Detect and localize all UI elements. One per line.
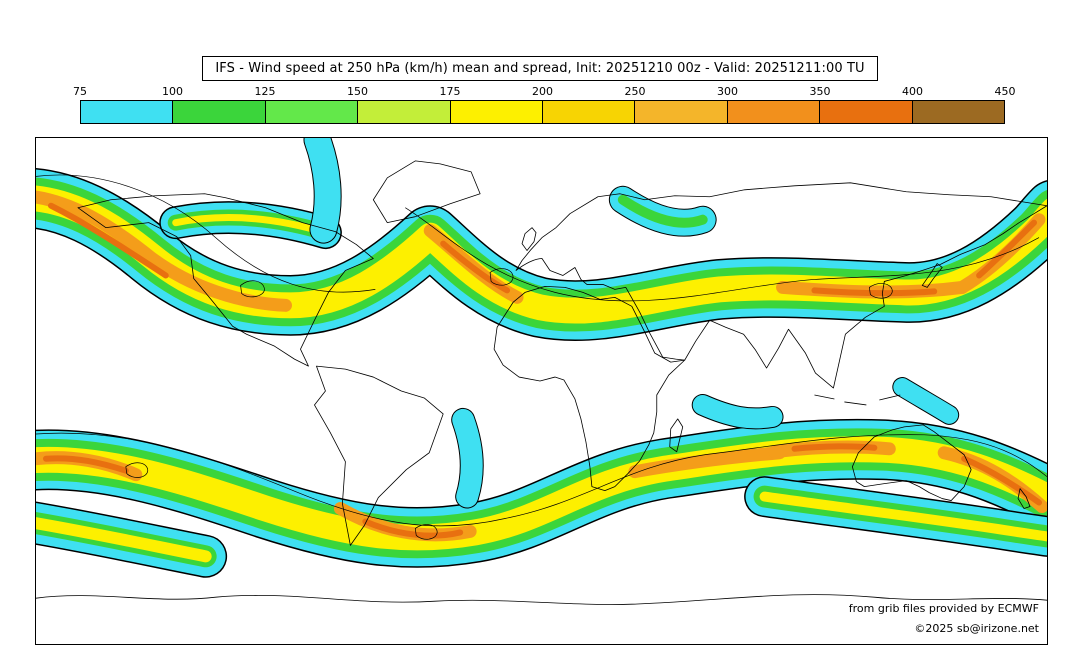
colorbar-tick-label: 100 <box>162 85 183 98</box>
colorbar-ticks: 75 100 125 150 175 200 250 300 350 400 450 <box>73 85 1016 98</box>
colorbar-tick-label: 300 <box>717 85 738 98</box>
attribution-source: from grib files provided by ECMWF <box>848 602 1039 616</box>
colorbar-tick-label: 400 <box>902 85 923 98</box>
colorbar-tick-label: 175 <box>439 85 461 98</box>
colorbar-segment <box>634 101 727 123</box>
colorbar-segment <box>911 101 1005 123</box>
world-map-svg <box>36 138 1047 605</box>
chart-title: IFS - Wind speed at 250 hPa (km/h) mean … <box>202 56 878 81</box>
spread-contours <box>36 174 1047 540</box>
colorbar-segments <box>80 100 1005 124</box>
colorbar-tick-label: 450 <box>994 85 1016 98</box>
colorbar-tick-label: 75 <box>73 85 87 98</box>
attribution: from grib files provided by ECMWF ©2025 … <box>849 599 1039 639</box>
colorbar-segment <box>264 101 358 123</box>
colorbar-tick-label: 200 <box>532 85 553 98</box>
colorbar-segment <box>819 101 912 123</box>
map-frame: from grib files provided by ECMWF ©2025 … <box>35 137 1048 645</box>
colorbar-segment <box>81 101 173 123</box>
colorbar-segment <box>726 101 820 123</box>
colorbar-segment <box>542 101 635 123</box>
title-wrap: IFS - Wind speed at 250 hPa (km/h) mean … <box>0 56 1080 81</box>
colorbar-tick-label: 125 <box>254 85 276 98</box>
wind-speed-bands <box>36 140 1047 556</box>
colorbar-tick-label: 350 <box>809 85 831 98</box>
colorbar-tick-label: 150 <box>347 85 368 98</box>
attribution-copyright: ©2025 sb@irizone.net <box>914 622 1039 636</box>
colorbar-segment <box>357 101 450 123</box>
colorbar-segment <box>449 101 543 123</box>
colorbar-tick-label: 250 <box>624 85 646 98</box>
colorbar-segment <box>172 101 265 123</box>
coastlines <box>36 160 1047 605</box>
